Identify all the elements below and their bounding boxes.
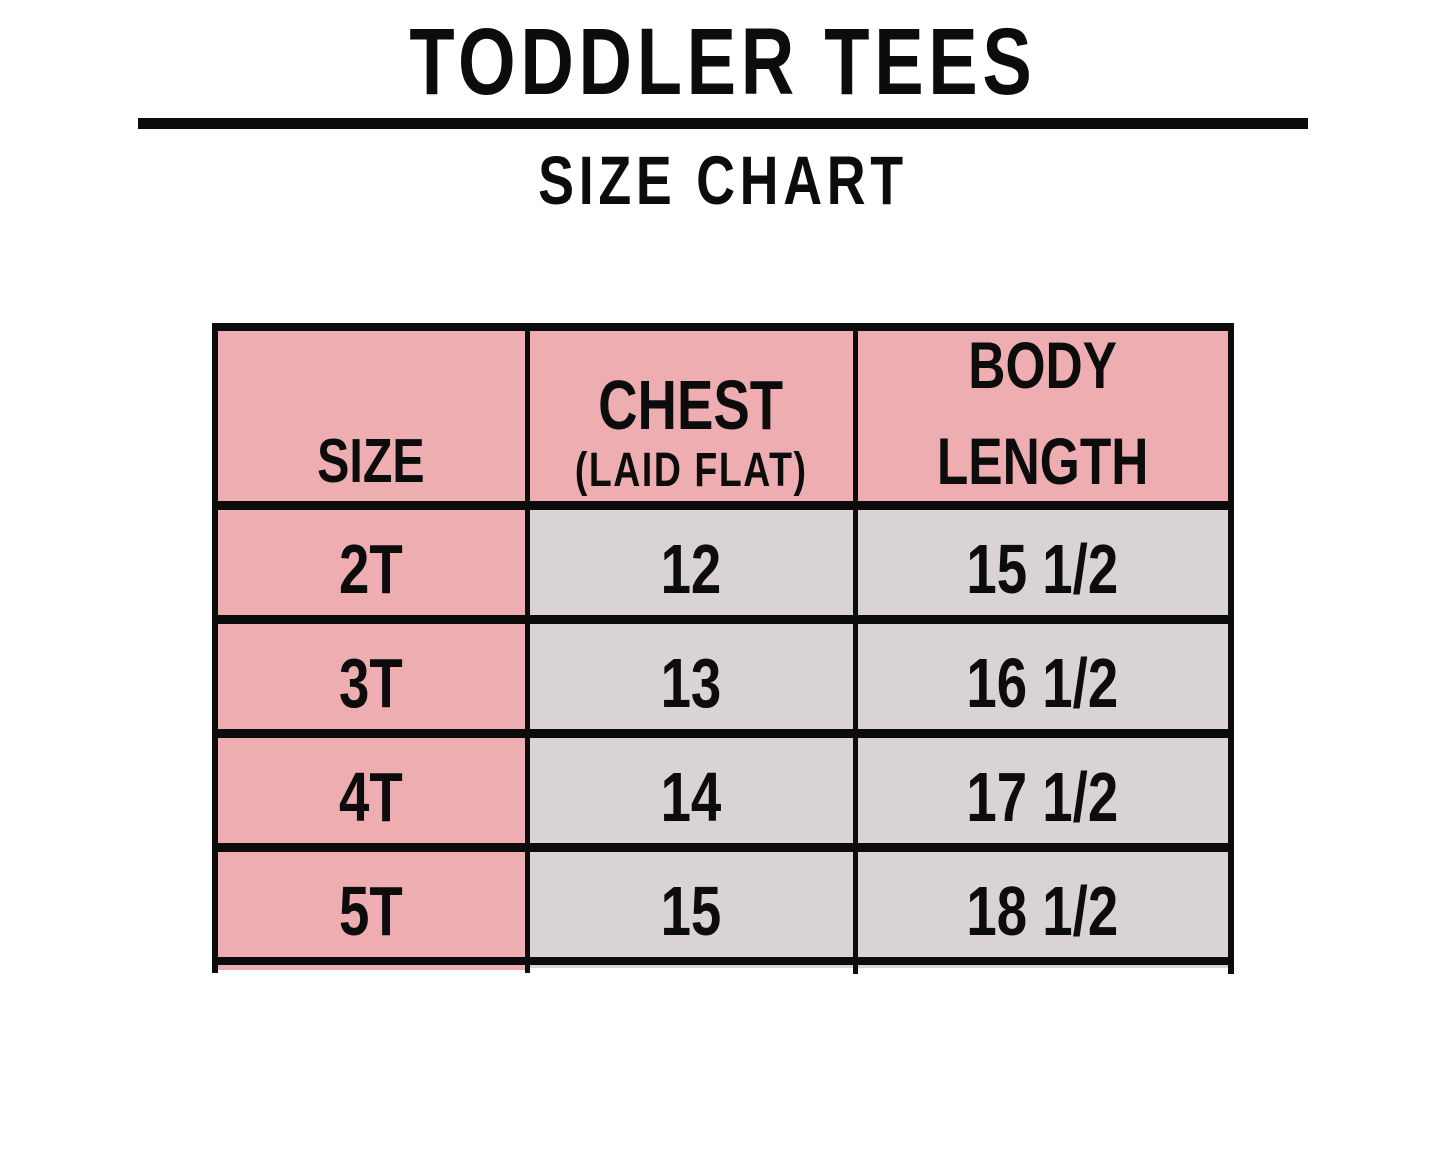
header-cell-chest: CHEST (LAID FLAT)	[529, 331, 853, 501]
cell-chest-2t: 12	[529, 510, 853, 615]
cell-body-length-3t: 16 1/2	[857, 624, 1228, 729]
cell-chest-4t: 14	[529, 738, 853, 843]
title-divider	[137, 118, 1308, 129]
cutoff-gray-cells	[529, 965, 1228, 968]
cutoff-divider-1	[524, 965, 530, 973]
cell-chest-3t: 13	[529, 624, 853, 729]
header-sublabel-laid-flat: (LAID FLAT)	[574, 444, 808, 497]
cell-chest-5t: 15	[529, 852, 853, 957]
header-label-size: SIZE	[317, 427, 425, 496]
header-cell-body-length: BODY LENGTH	[857, 328, 1228, 501]
size-chart-table: SIZE CHEST (LAID FLAT) BODY LENGTH 2T 12…	[211, 323, 1234, 965]
cell-size-2t: 2T	[217, 510, 525, 615]
page-subtitle: SIZE CHART	[0, 143, 1445, 219]
cell-size-5t: 5T	[217, 852, 525, 957]
page-title: TODDLER TEES	[0, 12, 1445, 112]
cutoff-right-border	[1227, 965, 1234, 974]
cutoff-pink-cell	[217, 965, 525, 970]
header-cell-size: SIZE	[217, 331, 525, 501]
cell-body-length-4t: 17 1/2	[857, 738, 1228, 843]
cell-size-4t: 4T	[217, 738, 525, 843]
header-label-body-length: BODY LENGTH	[936, 328, 1149, 498]
table-cutoff-row	[211, 965, 1234, 977]
cell-body-length-2t: 15 1/2	[857, 510, 1228, 615]
cell-size-3t: 3T	[217, 624, 525, 729]
page-subtitle-text: SIZE CHART	[537, 142, 908, 219]
cutoff-left-border	[211, 965, 218, 973]
page-title-text: TODDLER TEES	[408, 9, 1037, 115]
header-label-chest: CHEST	[598, 366, 784, 444]
cutoff-divider-2	[852, 965, 858, 974]
cell-body-length-5t: 18 1/2	[857, 852, 1228, 957]
